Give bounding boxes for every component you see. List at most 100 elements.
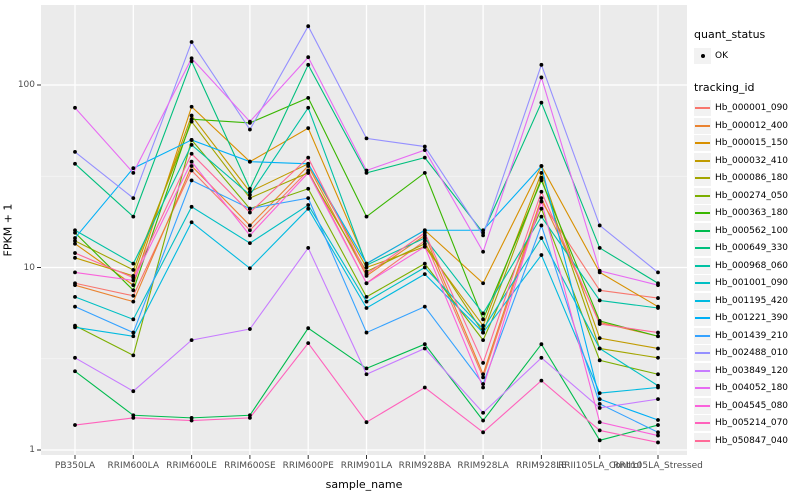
data-point xyxy=(656,440,660,445)
data-point xyxy=(189,113,194,118)
data-point xyxy=(539,199,544,204)
data-point xyxy=(73,369,77,374)
data-point xyxy=(248,192,252,197)
data-point xyxy=(131,330,136,335)
data-point xyxy=(248,119,252,124)
legend-spacer xyxy=(694,65,800,81)
legend-item-label: Hb_000001_090 xyxy=(715,103,789,114)
legend-key-line xyxy=(694,187,711,204)
data-point xyxy=(422,244,427,249)
line-swatch-icon xyxy=(695,107,710,110)
legend-key-line xyxy=(694,205,711,222)
legend-item-Hb_000562_100: Hb_000562_100 xyxy=(694,222,800,240)
data-point xyxy=(422,304,427,309)
line-swatch-icon xyxy=(695,334,710,337)
legend-item-Hb_000015_150: Hb_000015_150 xyxy=(694,135,800,153)
data-point xyxy=(131,353,136,358)
data-point xyxy=(422,346,427,351)
legend-key-line xyxy=(694,292,711,309)
legend-item-label: Hb_000562_100 xyxy=(715,225,789,236)
x-tick-label: PB350LA xyxy=(54,461,96,471)
legend-item-label: Hb_005214_070 xyxy=(715,418,789,429)
legend-item-Hb_001439_210: Hb_001439_210 xyxy=(694,327,800,345)
data-point xyxy=(481,330,485,335)
data-point xyxy=(306,105,311,110)
data-point xyxy=(597,406,602,410)
data-point xyxy=(364,295,369,299)
data-point xyxy=(306,161,311,166)
data-point xyxy=(539,196,544,201)
data-point xyxy=(131,166,136,171)
data-point xyxy=(422,261,427,266)
data-point xyxy=(364,372,369,377)
legend-key-line xyxy=(694,257,711,274)
data-point xyxy=(422,272,427,277)
data-point xyxy=(656,418,660,422)
data-point xyxy=(189,142,194,147)
data-point xyxy=(597,358,602,363)
data-point xyxy=(189,104,194,109)
data-point xyxy=(189,159,194,164)
line-swatch-icon xyxy=(695,387,710,390)
data-point xyxy=(422,265,427,270)
line-swatch-icon xyxy=(695,439,710,442)
data-point xyxy=(248,228,252,233)
data-point xyxy=(189,415,194,420)
data-point xyxy=(422,233,427,238)
data-point xyxy=(306,155,311,160)
data-point xyxy=(597,401,602,406)
legend-key-line xyxy=(694,152,711,169)
data-point xyxy=(73,295,77,299)
data-point xyxy=(597,298,602,303)
legend-item-Hb_004545_080: Hb_004545_080 xyxy=(694,397,800,415)
x-tick-label: RRIM928BA xyxy=(398,461,452,471)
line-swatch-icon xyxy=(695,422,710,425)
data-point xyxy=(248,415,252,420)
x-tick-label: RRIM928LE xyxy=(515,461,567,471)
data-point xyxy=(189,138,194,142)
data-point xyxy=(481,323,485,328)
x-tick-label: RRIM600LE xyxy=(166,461,217,471)
legend-item-label: Hb_001221_390 xyxy=(715,313,789,324)
y-tick-label: 1 xyxy=(29,445,35,455)
data-point xyxy=(597,428,602,433)
data-point xyxy=(131,293,136,298)
legend-key-line xyxy=(694,415,711,432)
data-point xyxy=(306,170,311,175)
data-point xyxy=(131,275,136,280)
legend-item-Hb_001195_420: Hb_001195_420 xyxy=(694,292,800,310)
legend-key-line xyxy=(694,275,711,292)
legend-key-line xyxy=(694,310,711,327)
data-point xyxy=(656,433,660,438)
data-point xyxy=(539,164,544,168)
legend-key-line xyxy=(694,135,711,152)
data-point xyxy=(364,420,369,425)
data-point xyxy=(306,126,311,131)
legend-title-tracking-id: tracking_id xyxy=(694,80,755,94)
data-point xyxy=(306,196,311,201)
data-point xyxy=(539,223,544,228)
legend-item-label: Hb_000649_330 xyxy=(715,243,789,254)
x-tick-label: RRIM600PE xyxy=(282,461,334,471)
data-point xyxy=(364,366,369,371)
data-point xyxy=(189,178,194,183)
data-point xyxy=(189,56,194,61)
legend-item-Hb_050847_040: Hb_050847_040 xyxy=(694,432,800,450)
legend-item-label: Hb_002488_010 xyxy=(715,348,789,359)
legend-item-Hb_000968_060: Hb_000968_060 xyxy=(694,257,800,275)
data-point xyxy=(539,206,544,211)
data-point xyxy=(364,281,369,286)
data-point xyxy=(131,278,136,283)
data-point xyxy=(422,148,427,152)
data-point xyxy=(73,105,77,110)
line-swatch-icon xyxy=(695,317,710,320)
legend-item-label: Hb_000274_050 xyxy=(715,190,789,201)
data-point xyxy=(481,361,485,365)
legend-item-label: Hb_001439_210 xyxy=(715,330,789,341)
x-axis-title: sample_name xyxy=(325,478,403,491)
data-point xyxy=(656,330,660,335)
legend-item-Hb_000032_410: Hb_000032_410 xyxy=(694,152,800,170)
legend-item-label: Hb_004545_080 xyxy=(715,400,789,411)
data-point xyxy=(306,186,311,191)
data-point xyxy=(189,117,194,122)
